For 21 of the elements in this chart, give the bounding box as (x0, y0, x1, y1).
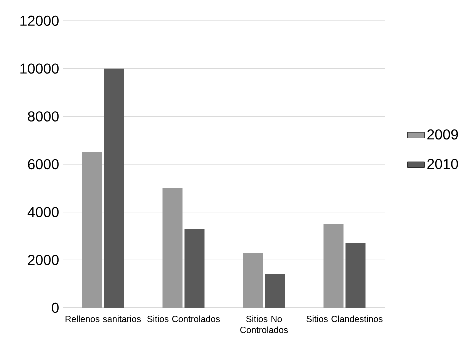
x-tick-label: Rellenos sanitarios (66, 316, 142, 322)
y-tick-label: 0 (52, 302, 59, 314)
bar (324, 224, 344, 308)
legend-label: 2009 (428, 130, 458, 140)
bar (243, 252, 264, 308)
y-tick-label: 4000 (28, 207, 59, 218)
y-tick-label: 6000 (28, 159, 59, 170)
y-tick-label: 2000 (28, 255, 59, 266)
y-tick-label: 10000 (20, 64, 59, 74)
y-tick-label: 8000 (28, 112, 59, 122)
x-tick-label: Sitios No Controlados (240, 316, 288, 334)
bar (346, 243, 366, 308)
bar (82, 152, 102, 308)
legend-label: 2010 (428, 159, 458, 170)
x-tick-label: Sitios Controlados (148, 316, 220, 322)
bar (265, 274, 286, 308)
bar (184, 229, 205, 308)
bar (162, 188, 183, 308)
x-tick-label: Sitios Clandestinos (306, 316, 383, 322)
bar (104, 68, 124, 308)
y-tick-label: 12000 (20, 16, 59, 26)
